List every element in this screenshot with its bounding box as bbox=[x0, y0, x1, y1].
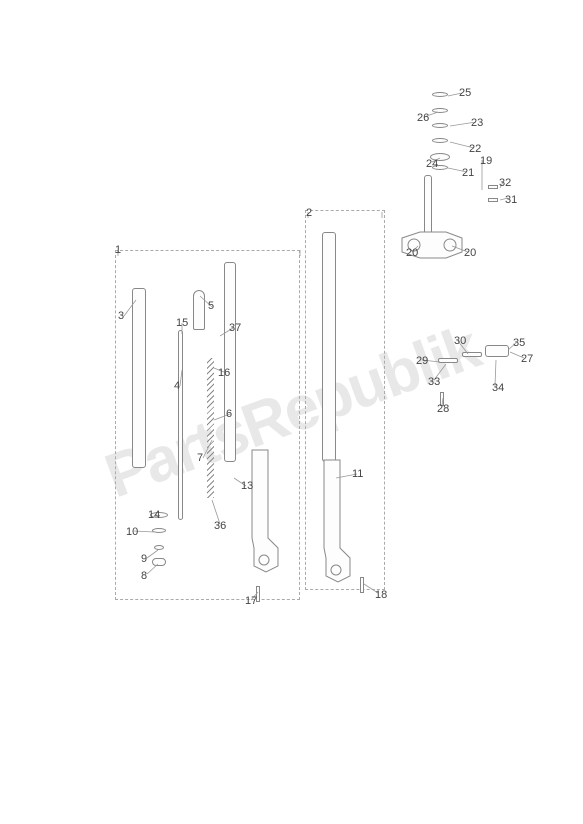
callout-label-7: 7 bbox=[197, 452, 203, 464]
callout-label-35: 35 bbox=[513, 337, 525, 349]
callout-label-31: 31 bbox=[505, 194, 517, 206]
callout-label-11: 11 bbox=[352, 468, 363, 480]
callout-label-26: 26 bbox=[417, 112, 429, 124]
callout-label-2: 2 bbox=[306, 207, 312, 219]
callout-label-25: 25 bbox=[459, 87, 471, 99]
callout-label-37: 37 bbox=[229, 322, 241, 334]
callout-label-27: 27 bbox=[521, 353, 533, 365]
callout-label-29: 29 bbox=[416, 355, 428, 367]
callout-label-30: 30 bbox=[454, 335, 466, 347]
callout-label-4: 4 bbox=[174, 380, 180, 392]
callout-label-17: 17 bbox=[245, 595, 257, 607]
callout-label-6: 6 bbox=[226, 408, 232, 420]
callout-label-32: 32 bbox=[499, 177, 511, 189]
callout-label-5: 5 bbox=[208, 300, 214, 312]
callout-label-20: 20 bbox=[406, 247, 418, 259]
callout-label-34: 34 bbox=[492, 382, 504, 394]
callout-label-23: 23 bbox=[471, 117, 483, 129]
callout-label-22: 22 bbox=[469, 143, 481, 155]
callout-label-8: 8 bbox=[141, 570, 147, 582]
callout-label-15: 15 bbox=[176, 317, 188, 329]
callout-label-24: 24 bbox=[426, 158, 438, 170]
callout-label-16: 16 bbox=[218, 367, 230, 379]
callout-label-10: 10 bbox=[126, 526, 138, 538]
callout-label-28: 28 bbox=[437, 403, 449, 415]
callout-label-13: 13 bbox=[241, 480, 253, 492]
leader-lines bbox=[0, 0, 583, 824]
callout-label-19: 19 bbox=[480, 155, 492, 167]
callout-label-20: 20 bbox=[464, 247, 476, 259]
callout-label-21: 21 bbox=[462, 167, 474, 179]
callout-label-3: 3 bbox=[118, 310, 124, 322]
diagram-container: PartsRepublik bbox=[0, 0, 583, 824]
callout-label-36: 36 bbox=[214, 520, 226, 532]
callout-label-18: 18 bbox=[375, 589, 387, 601]
callout-label-14: 14 bbox=[148, 509, 160, 521]
callout-label-1: 1 bbox=[115, 244, 121, 256]
callout-label-9: 9 bbox=[141, 553, 147, 565]
callout-label-33: 33 bbox=[428, 376, 440, 388]
